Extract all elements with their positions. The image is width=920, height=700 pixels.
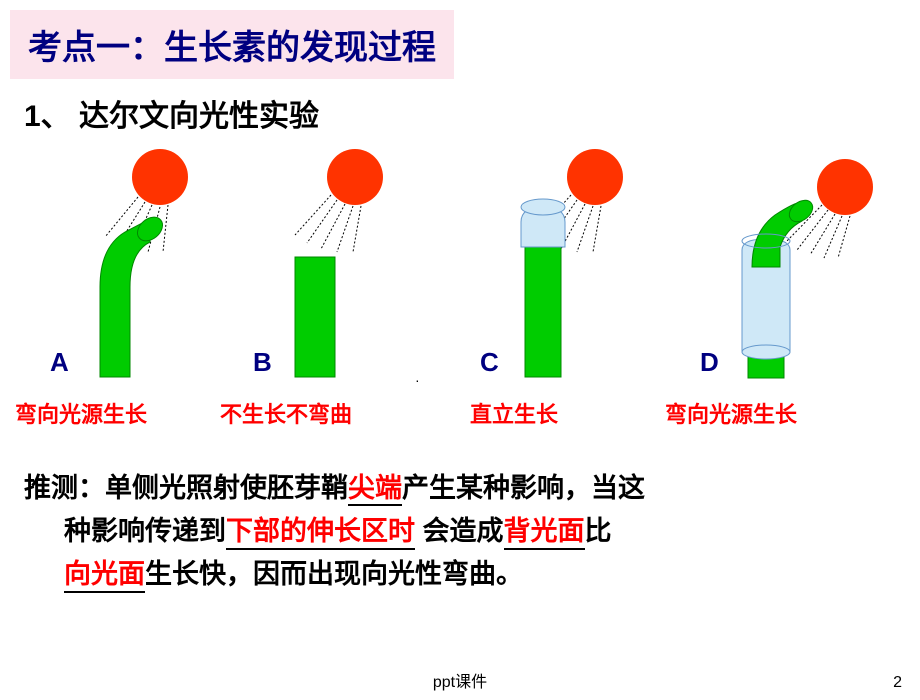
conclusion-line1: 推测：单侧光照射使胚芽鞘 尖端 产生某种影响，当这 (24, 467, 896, 510)
conclusion-line3: 向光面 生长快，因而出现向光性弯曲。 (64, 553, 896, 596)
experiment-d: D 弯向光源生长 (670, 147, 870, 397)
page-number: 2 (893, 674, 902, 692)
blank-tip: 尖端 (348, 473, 402, 503)
experiment-b: B 不生长不弯曲 (235, 147, 435, 397)
caption-d: 弯向光源生长 (665, 397, 797, 429)
footer-text: ppt课件 (0, 668, 920, 692)
caption-b: 不生长不弯曲 (220, 397, 352, 429)
label-a: A (50, 347, 69, 378)
blank-zone: 下部的伸长区时 (226, 516, 415, 546)
blank-shade: 背光面 (504, 516, 585, 546)
conclusion: 推测：单侧光照射使胚芽鞘 尖端 产生某种影响，当这 种影响传递到下部的伸长区时 … (24, 467, 896, 597)
title-text: 考点一：生长素的发现过程 (28, 29, 436, 67)
conclusion-line2: 种影响传递到下部的伸长区时 会造成背光面比 (64, 510, 896, 553)
caption-a: 弯向光源生长 (15, 397, 147, 429)
label-b: B (253, 347, 272, 378)
blank-lightside: 向光面 (64, 559, 145, 589)
label-c: C (480, 347, 499, 378)
caption-c: 直立生长 (470, 397, 558, 429)
experiment-c: C 直立生长 (465, 147, 665, 397)
center-dot: · (415, 372, 420, 388)
subtitle: 1、 达尔文向光性实验 (24, 91, 896, 135)
experiment-a: A 弯向光源生长 (20, 147, 220, 397)
title-banner: 考点一：生长素的发现过程 (10, 10, 454, 79)
diagram-area: A 弯向光源生长 B 不生长不弯曲 (20, 147, 900, 467)
label-d: D (700, 347, 719, 378)
